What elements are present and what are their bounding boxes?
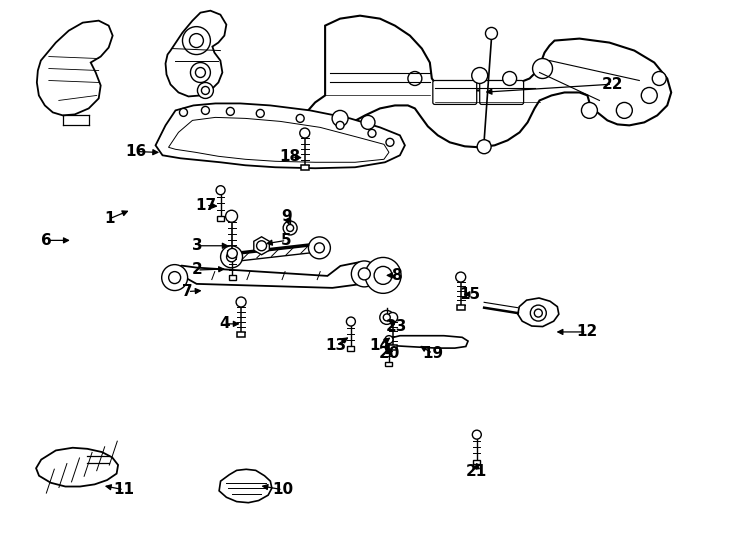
Circle shape [161, 265, 188, 291]
Circle shape [228, 248, 237, 259]
Text: 5: 5 [281, 233, 292, 248]
Circle shape [485, 28, 498, 39]
Circle shape [201, 86, 209, 94]
Circle shape [299, 128, 310, 138]
Bar [473, 460, 480, 464]
Polygon shape [166, 11, 226, 97]
Bar [385, 362, 393, 366]
Circle shape [408, 71, 422, 85]
Circle shape [297, 114, 304, 123]
Text: 16: 16 [126, 144, 147, 159]
Bar [228, 251, 236, 256]
Circle shape [236, 297, 246, 307]
Text: 9: 9 [281, 208, 292, 224]
Circle shape [352, 261, 377, 287]
Circle shape [503, 71, 517, 85]
Circle shape [221, 246, 242, 268]
Text: 19: 19 [422, 346, 443, 361]
Bar [347, 347, 355, 351]
Circle shape [225, 210, 238, 222]
Circle shape [374, 266, 392, 285]
Bar [388, 346, 396, 350]
Text: 22: 22 [601, 77, 623, 92]
Circle shape [533, 58, 553, 78]
Circle shape [388, 313, 398, 322]
Polygon shape [156, 104, 405, 168]
Circle shape [365, 258, 401, 293]
Text: 6: 6 [41, 233, 51, 248]
Circle shape [180, 109, 187, 117]
Circle shape [368, 130, 376, 137]
Circle shape [169, 272, 181, 284]
Text: 4: 4 [219, 316, 230, 332]
Circle shape [216, 186, 225, 195]
Circle shape [332, 110, 348, 126]
Text: 1: 1 [104, 211, 115, 226]
Circle shape [346, 317, 355, 326]
Circle shape [257, 241, 266, 251]
Circle shape [256, 110, 264, 117]
Circle shape [379, 310, 393, 325]
Polygon shape [517, 298, 559, 327]
Polygon shape [37, 21, 112, 116]
Text: 18: 18 [280, 150, 301, 164]
Text: 13: 13 [326, 338, 346, 353]
Circle shape [308, 237, 330, 259]
Circle shape [358, 268, 371, 280]
Circle shape [336, 122, 344, 130]
Circle shape [283, 221, 297, 235]
FancyBboxPatch shape [480, 80, 523, 104]
Text: 8: 8 [391, 268, 401, 283]
Circle shape [531, 305, 546, 321]
Circle shape [617, 103, 632, 118]
Circle shape [287, 225, 294, 232]
Polygon shape [219, 469, 272, 503]
Circle shape [227, 252, 236, 262]
Polygon shape [388, 336, 468, 348]
Circle shape [472, 430, 482, 439]
Text: 10: 10 [272, 482, 294, 497]
Circle shape [383, 314, 390, 321]
Text: 20: 20 [378, 346, 399, 361]
Circle shape [183, 26, 211, 55]
Polygon shape [36, 448, 118, 487]
Circle shape [477, 140, 491, 154]
Text: 12: 12 [576, 325, 597, 340]
Circle shape [314, 243, 324, 253]
Circle shape [472, 68, 487, 84]
Text: 14: 14 [370, 338, 390, 353]
Text: 2: 2 [192, 262, 203, 278]
Polygon shape [254, 237, 269, 255]
Text: 21: 21 [466, 464, 487, 480]
Circle shape [361, 116, 375, 130]
Circle shape [642, 87, 657, 104]
Bar [457, 305, 465, 310]
Text: 15: 15 [459, 287, 480, 302]
Circle shape [456, 272, 465, 282]
Bar [229, 275, 236, 280]
Circle shape [189, 33, 203, 48]
Circle shape [386, 138, 394, 146]
Circle shape [534, 309, 542, 317]
Text: 11: 11 [114, 482, 134, 497]
Circle shape [201, 106, 209, 114]
Circle shape [226, 107, 234, 116]
Text: 7: 7 [182, 284, 193, 299]
Circle shape [385, 336, 393, 343]
Text: 23: 23 [385, 319, 407, 334]
Text: 17: 17 [195, 198, 217, 213]
Bar [237, 332, 245, 337]
Circle shape [195, 68, 206, 78]
Text: 3: 3 [192, 238, 203, 253]
Polygon shape [169, 262, 371, 288]
Bar [301, 165, 309, 170]
Circle shape [190, 63, 211, 83]
Bar [217, 216, 224, 221]
Circle shape [653, 71, 666, 85]
Polygon shape [305, 16, 671, 147]
Circle shape [581, 103, 597, 118]
FancyBboxPatch shape [433, 80, 476, 104]
Circle shape [197, 83, 214, 98]
